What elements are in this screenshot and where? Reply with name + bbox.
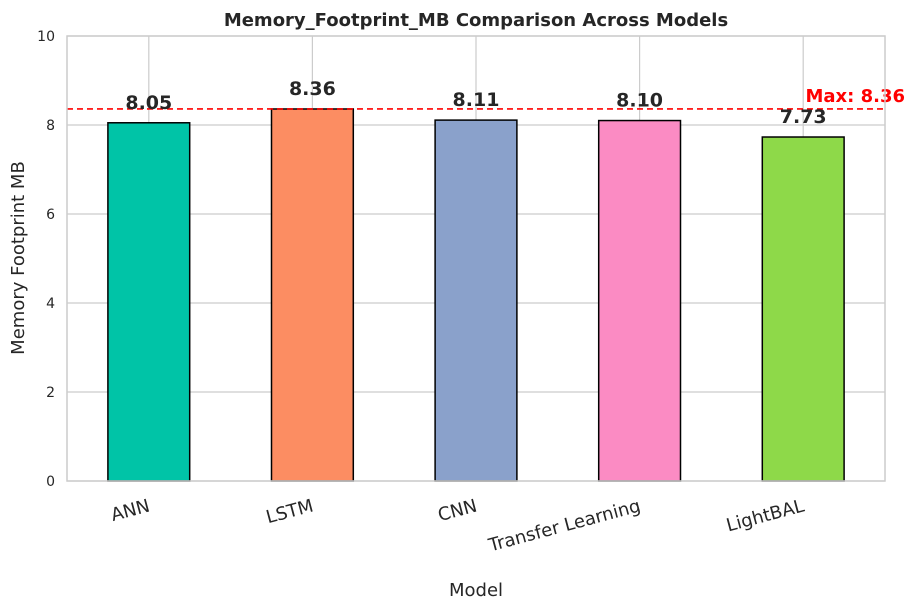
bar bbox=[434, 119, 518, 482]
y-axis-label: Memory Footprint MB bbox=[8, 161, 29, 355]
plot-frame bbox=[66, 35, 886, 482]
y-tick-label: 6 bbox=[46, 207, 55, 223]
bar-value-label: 8.36 bbox=[289, 78, 336, 100]
max-line-label: Max: 8.36 bbox=[805, 86, 905, 107]
value-labels: 8.05 8.36 8.11 8.10 7.73 bbox=[125, 78, 826, 128]
x-tick-label: Transfer Learning bbox=[486, 496, 643, 557]
bar bbox=[107, 122, 191, 482]
bar bbox=[761, 136, 845, 482]
bar-value-label: 7.73 bbox=[780, 106, 827, 128]
y-tick-label: 10 bbox=[37, 29, 55, 45]
x-axis-label: Model bbox=[449, 580, 503, 601]
y-tick-label: 2 bbox=[46, 385, 55, 401]
x-tick-label: LightBAL bbox=[724, 496, 806, 537]
bar bbox=[597, 119, 682, 482]
bar-value-label: 8.11 bbox=[453, 89, 500, 111]
bar-value-label: 8.05 bbox=[125, 92, 172, 114]
bar bbox=[270, 108, 355, 482]
chart-title: Memory_Footprint_MB Comparison Across Mo… bbox=[224, 10, 728, 31]
y-tick-label: 8 bbox=[46, 118, 55, 134]
bars bbox=[107, 108, 845, 482]
y-tick-label: 0 bbox=[46, 474, 55, 490]
x-axis-ticks: ANN LSTM CNN Transfer Learning LightBAL bbox=[109, 496, 807, 557]
y-tick-label: 4 bbox=[46, 296, 55, 312]
max-line-group: Max: 8.36 bbox=[67, 86, 905, 110]
x-tick-label: ANN bbox=[109, 496, 152, 526]
x-tick-label: CNN bbox=[436, 496, 480, 527]
x-tick-label: LSTM bbox=[264, 496, 316, 529]
bar-value-label: 8.10 bbox=[616, 90, 663, 112]
y-axis-ticks: 0 2 4 6 8 10 bbox=[37, 29, 55, 490]
